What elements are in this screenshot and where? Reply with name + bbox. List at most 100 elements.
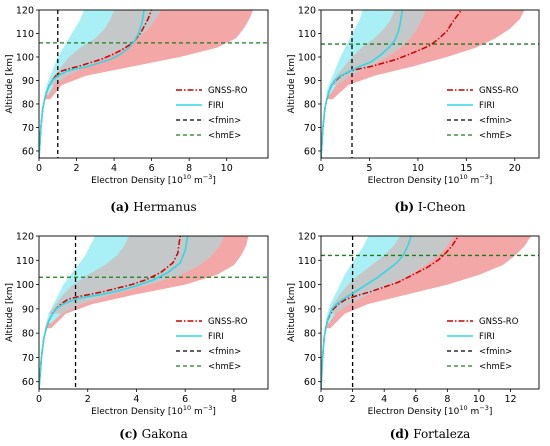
y-tick-label: 60: [22, 377, 34, 388]
x-tick-label: 20: [509, 163, 521, 174]
y-tick-label: 120: [298, 6, 316, 17]
x-axis-label-part: ]: [212, 407, 216, 417]
x-tick-label: 6: [182, 394, 188, 405]
x-tick-label: 2: [350, 394, 356, 405]
y-tick-label: 90: [22, 304, 34, 315]
x-axis-label-part: ]: [212, 176, 216, 186]
y-tick-label: 110: [16, 256, 34, 267]
gnss-ro-uncertainty-band: [44, 10, 253, 100]
y-tick-label: 80: [304, 99, 316, 110]
legend-label: GNSS-RO: [208, 317, 248, 327]
x-tick-label: 4: [381, 394, 387, 405]
panel-caption-name: Hermanus: [129, 200, 196, 214]
x-axis-label-part: m: [191, 176, 203, 186]
y-tick-label: 90: [304, 304, 316, 315]
x-tick-label: 0: [318, 394, 324, 405]
firi-profile-line: [321, 236, 412, 389]
y-tick-label: 70: [304, 353, 316, 364]
legend-label: <fmin>: [208, 116, 241, 126]
legend-item-hmE: <hmE>: [176, 131, 241, 141]
legend-item-fmin: <fmin>: [176, 116, 241, 126]
legend-label: <fmin>: [479, 347, 512, 357]
x-axis-label-part: 10: [183, 173, 191, 181]
legend-label: <hmE>: [479, 131, 512, 141]
legend-label: <hmE>: [208, 362, 241, 372]
x-tick-label: 10: [221, 163, 233, 174]
firi-profile-line: [39, 236, 189, 389]
firi-profile-line: [321, 10, 404, 158]
x-axis-label-part: m: [468, 407, 480, 417]
x-axis-label-part: 10: [459, 404, 467, 412]
axes-frame: [320, 235, 540, 390]
x-tick-label: 4: [111, 163, 117, 174]
plot-area: [39, 10, 268, 158]
panel-caption: (d) Fortaleza: [390, 427, 471, 441]
legend-label: FIRI: [479, 332, 495, 342]
legend-item-firi: FIRI: [447, 101, 495, 111]
y-tick-label: 90: [22, 76, 34, 87]
x-axis-label: Electron Density [1010 m−3]: [91, 404, 216, 417]
y-tick-label: 120: [16, 6, 34, 17]
y-tick-label: 110: [298, 256, 316, 267]
axes-frame: [320, 9, 540, 159]
y-tick-label: 60: [304, 377, 316, 388]
x-axis-label: Electron Density [1010 m−3]: [368, 404, 493, 417]
legend-item-gnss-ro: GNSS-RO: [176, 317, 248, 327]
y-tick-label: 80: [304, 329, 316, 340]
x-tick-label: 6: [149, 163, 155, 174]
firi-profile-line: [39, 10, 145, 158]
legend-label: <fmin>: [479, 116, 512, 126]
legend: GNSS-RO FIRI <fmin> <hmE>: [447, 317, 519, 372]
y-tick-label: 100: [298, 52, 316, 63]
y-tick-label: 100: [16, 280, 34, 291]
legend-item-hmE: <hmE>: [176, 362, 241, 372]
legend-label: FIRI: [208, 101, 224, 111]
band-overlap-region: [330, 10, 426, 86]
chart-panel-3: 0 2 4 6 8 60 70 80 90 100 110 120 Electron Density […: [5, 232, 269, 441]
legend: GNSS-RO FIRI <fmin> <hmE>: [176, 317, 248, 372]
legend-item-firi: FIRI: [176, 101, 224, 111]
legend-label: <hmE>: [208, 131, 241, 141]
legend-label: <hmE>: [479, 362, 512, 372]
x-axis-label-part: −3: [479, 173, 489, 181]
legend-label: FIRI: [479, 101, 495, 111]
x-tick-label: 15: [460, 163, 472, 174]
gnss-ro-uncertainty-band: [325, 236, 532, 329]
gnss-ro-uncertainty-band: [326, 10, 525, 100]
y-tick-label: 90: [304, 76, 316, 87]
legend-item-fmin: <fmin>: [447, 116, 512, 126]
x-axis-label: Electron Density [1010 m−3]: [91, 173, 216, 186]
legend-item-firi: FIRI: [447, 332, 495, 342]
x-axis-label: Electron Density [1010 m−3]: [368, 173, 493, 186]
x-tick-label: 8: [186, 163, 192, 174]
x-tick-label: 10: [412, 163, 424, 174]
y-tick-label: 100: [298, 280, 316, 291]
legend: GNSS-RO FIRI <fmin> <hmE>: [447, 86, 519, 141]
y-tick-label: 70: [304, 123, 316, 134]
x-axis-label-part: m: [468, 176, 480, 186]
panel-caption: (c) Gakona: [119, 427, 188, 441]
legend-item-gnss-ro: GNSS-RO: [447, 317, 519, 327]
plot-area: [321, 10, 539, 158]
x-tick-label: 0: [36, 163, 42, 174]
axes-frame: [38, 9, 269, 159]
x-tick-label: 2: [85, 394, 91, 405]
x-tick-label: 12: [505, 394, 517, 405]
y-tick-label: 70: [22, 353, 34, 364]
legend-label: <fmin>: [208, 347, 241, 357]
x-tick-label: 10: [473, 394, 485, 405]
y-axis-label: Altitude [km]: [5, 54, 15, 113]
x-axis-label-part: −3: [203, 173, 213, 181]
panel-caption-letter: (a): [110, 200, 129, 214]
chart-panel-4: 0 2 4 6 8 10 12 60 70 80 90 100 110 120 Electron Densi…: [287, 232, 540, 441]
x-axis-label-part: Electron Density [10: [368, 407, 460, 417]
panel-caption-letter: (d): [390, 427, 410, 441]
legend-item-fmin: <fmin>: [176, 347, 241, 357]
legend-item-gnss-ro: GNSS-RO: [447, 86, 519, 96]
y-tick-label: 80: [22, 99, 34, 110]
panel-caption-name: Fortaleza: [409, 427, 470, 441]
legend-item-hmE: <hmE>: [447, 131, 512, 141]
